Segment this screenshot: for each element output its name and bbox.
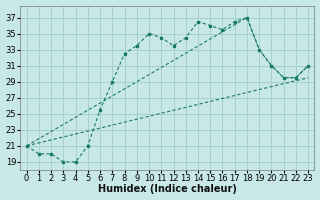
X-axis label: Humidex (Indice chaleur): Humidex (Indice chaleur) — [98, 184, 237, 194]
